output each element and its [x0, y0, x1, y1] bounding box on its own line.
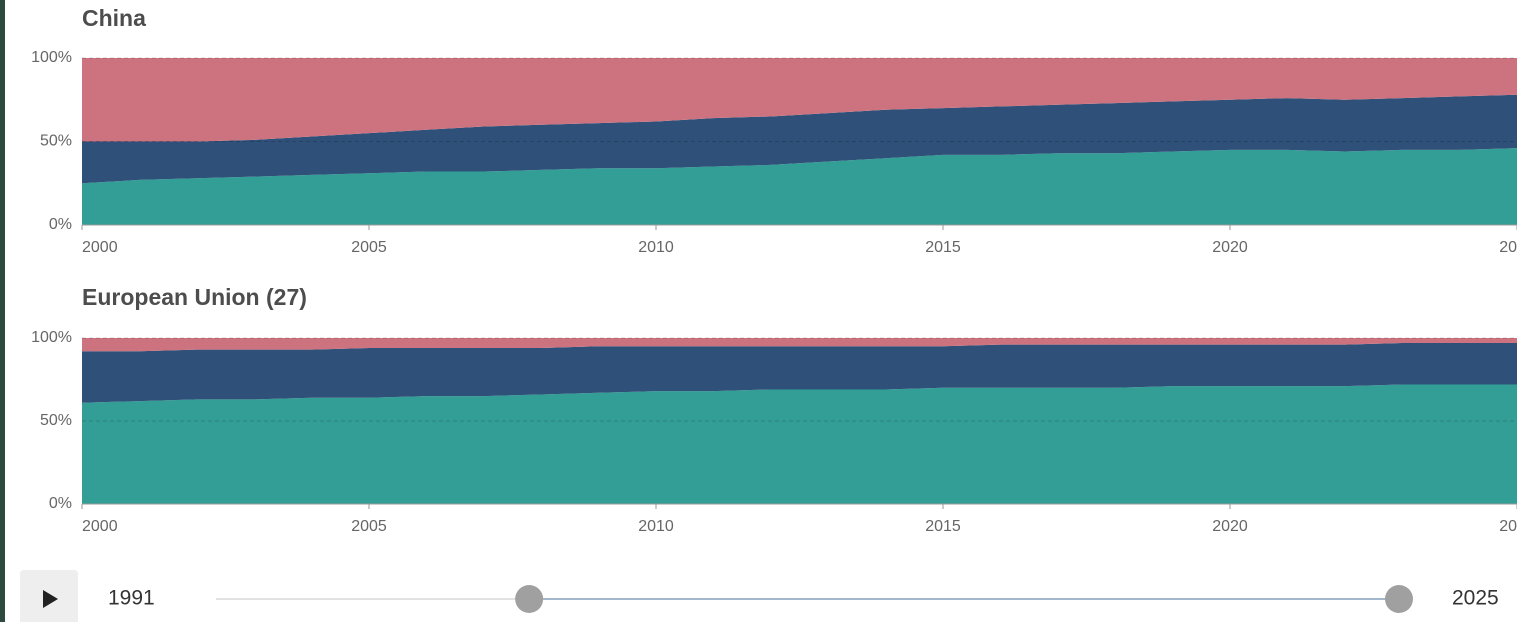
timeline-handle[interactable]: [515, 585, 544, 613]
x-tick-label: 2005: [351, 518, 387, 535]
x-tick-label: 2010: [638, 239, 674, 256]
y-tick-label: 50%: [40, 412, 72, 429]
y-tick-label: 0%: [49, 216, 72, 233]
x-tick-label: 2025: [1499, 239, 1517, 256]
timeline-handle[interactable]: [1385, 585, 1413, 613]
chart-title: European Union (27): [82, 284, 307, 310]
window-edge: [0, 0, 5, 622]
timeline-min: 1991: [108, 587, 155, 610]
x-tick-label: 2010: [638, 518, 674, 535]
x-tick-label: 2025: [1499, 518, 1517, 535]
x-tick-label: 2020: [1212, 518, 1248, 535]
timeline-max: 2025: [1452, 587, 1499, 610]
y-tick-label: 100%: [31, 329, 72, 346]
x-tick-label: 2005: [351, 239, 387, 256]
play-icon: [43, 590, 58, 608]
x-tick-label: 2015: [925, 239, 961, 256]
area: [82, 338, 1517, 352]
chart-title: China: [82, 5, 146, 31]
area: [82, 384, 1517, 504]
x-tick-label: 2000: [82, 518, 118, 535]
x-tick-label: 2000: [82, 239, 118, 256]
x-tick-label: 2020: [1212, 239, 1248, 256]
y-tick-label: 100%: [31, 49, 72, 66]
area: [82, 58, 1517, 142]
area: [82, 148, 1517, 225]
area: [82, 94, 1517, 184]
y-tick-label: 0%: [49, 495, 72, 512]
x-tick-label: 2015: [925, 518, 961, 535]
area: [82, 342, 1517, 403]
y-tick-label: 50%: [40, 133, 72, 150]
